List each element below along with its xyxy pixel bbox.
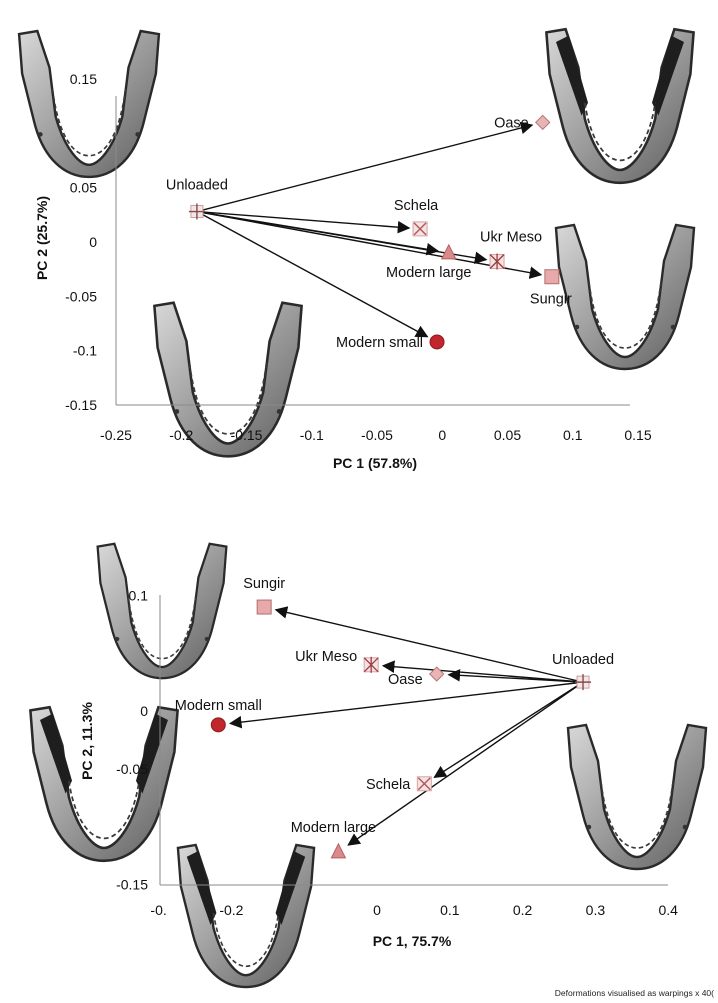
arrow-to-sungir: [196, 210, 543, 279]
y-tick-label: 0: [89, 234, 97, 250]
jaw-illustration-top-right: [545, 27, 695, 185]
y-tick-label: 0: [140, 703, 148, 719]
points-bottom: Unloaded Sungir Ukr Meso Oase Modern small Sc…: [175, 576, 614, 859]
point-modern-small: [210, 717, 226, 733]
x-tick-label: 0.4: [658, 902, 678, 918]
x-tick-label: -0.15: [231, 427, 263, 443]
point-oase: [428, 666, 445, 682]
point-modern-large: [330, 842, 347, 859]
arrow-to-oase: [196, 121, 534, 213]
point-label-sungir: Sungir: [530, 292, 572, 308]
x-tick-label: 0.2: [513, 902, 533, 918]
x-tick-label: 0.1: [440, 902, 460, 918]
axes-top: -0.25 -0.2 -0.15 -0.1 -0.05 0 0.05 0.1 0.15 0.15 0…: [34, 71, 652, 471]
x-tick-label: 0.05: [494, 427, 521, 443]
point-label-unloaded: Unloaded: [166, 178, 228, 194]
point-sungir: [256, 599, 272, 615]
point-label-oase: Oase: [494, 115, 529, 131]
point-label-schela: Schela: [366, 777, 411, 793]
jaw-illustration-upper-left: [96, 542, 228, 680]
point-label-modern-small: Modern small: [336, 335, 423, 351]
point-ukr-meso: [363, 656, 379, 673]
point-schela: [416, 776, 432, 792]
point-label-ukr-meso: Ukr Meso: [295, 649, 357, 665]
x-tick-label: -0.: [150, 902, 166, 918]
point-sungir: [544, 269, 560, 285]
arrow-to-modern-small: [228, 681, 584, 729]
x-tick-label: 0: [438, 427, 446, 443]
point-label-modern-large: Modern large: [291, 820, 376, 836]
x-tick-label: -0.1: [300, 427, 324, 443]
x-tick-label: 0: [373, 902, 381, 918]
arrow-to-schela: [433, 681, 584, 778]
y-tick-label: -0.15: [65, 397, 97, 413]
jaw-illustration-left: [28, 705, 180, 863]
point-ukr-meso: [489, 253, 505, 270]
y-tick-label: -0.05: [116, 761, 148, 777]
y-tick-label: -0.15: [116, 876, 148, 892]
axes-bottom: -0. -0.2 0 0.1 0.2 0.3 0.4 0.1 0 -0.05 -0.15 PC 1,…: [79, 588, 678, 950]
ticks-bottom: -0. -0.2 0 0.1 0.2 0.3 0.4 0.1 0 -0.05 -0.15: [116, 588, 678, 919]
jaw-illustration-top-left: [17, 29, 161, 179]
arrow-to-modern-small: [196, 210, 429, 338]
arrow-to-modern-large: [196, 210, 440, 256]
jaw-illustration-right: [566, 723, 708, 871]
point-label-unloaded: Unloaded: [552, 652, 614, 668]
points-top: Unloaded Oase Schela Ukr Meso Modern large Su…: [166, 114, 572, 351]
y-tick-label: 0.1: [129, 588, 149, 604]
arrow-to-modern-large: [347, 681, 584, 846]
point-oase: [535, 114, 551, 131]
jaw-illustrations-top: [17, 27, 696, 458]
y-tick-label: -0.05: [65, 288, 97, 304]
y-tick-label: -0.1: [73, 343, 97, 359]
point-label-modern-large: Modern large: [386, 265, 471, 281]
y-tick-label: 0.15: [70, 71, 97, 87]
ticks-top: -0.25 -0.2 -0.15 -0.1 -0.05 0 0.05 0.1 0.15 0.15 0…: [65, 71, 652, 443]
point-modern-large: [440, 243, 457, 260]
y-axis-title: PC 2, 11.3%: [79, 702, 95, 780]
x-tick-label: 0.15: [624, 427, 651, 443]
footnote: Deformations visualised as warpings x 40…: [555, 988, 714, 998]
point-schela: [412, 221, 428, 237]
x-tick-label: -0.2: [169, 427, 193, 443]
point-label-schela: Schela: [394, 198, 439, 214]
point-label-oase: Oase: [388, 672, 423, 688]
panel-top: -0.25 -0.2 -0.15 -0.1 -0.05 0 0.05 0.1 0.15 0.15 0…: [17, 27, 696, 471]
jaw-illustration-bottom: [176, 843, 316, 989]
x-tick-label: 0.3: [586, 902, 606, 918]
y-axis-title: PC 2 (25.7%): [34, 196, 50, 280]
arrow-to-ukr-meso: [381, 660, 584, 683]
panel-bottom: -0. -0.2 0 0.1 0.2 0.3 0.4 0.1 0 -0.05 -0.15 PC 1,…: [28, 542, 708, 989]
x-tick-label: -0.25: [100, 427, 132, 443]
jaw-illustration-middle-right: [554, 223, 696, 371]
point-label-modern-small: Modern small: [175, 698, 262, 714]
point-modern-small: [429, 334, 445, 350]
arrow-to-schela: [196, 210, 411, 234]
point-unloaded: [188, 203, 205, 220]
point-unloaded: [575, 674, 592, 691]
x-axis-title: PC 1, 75.7%: [373, 933, 452, 949]
x-tick-label: -0.2: [219, 902, 243, 918]
x-axis-title: PC 1 (57.8%): [333, 455, 417, 471]
x-tick-label: -0.05: [361, 427, 393, 443]
point-label-ukr-meso: Ukr Meso: [480, 230, 542, 246]
arrow-to-sungir: [274, 606, 584, 683]
x-tick-label: 0.1: [563, 427, 583, 443]
arrow-to-oase: [447, 669, 584, 683]
y-tick-label: 0.05: [70, 180, 97, 196]
arrows-top: [196, 121, 543, 338]
point-label-sungir: Sungir: [243, 576, 285, 592]
arrows-bottom: [228, 606, 584, 846]
